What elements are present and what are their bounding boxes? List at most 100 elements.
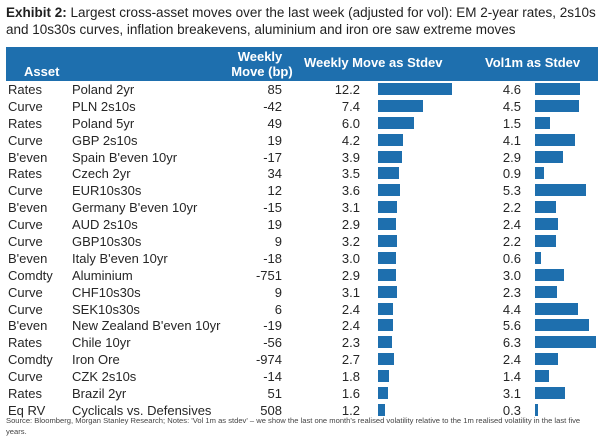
- stdev-bar: [378, 184, 400, 197]
- stdev-bar: [378, 201, 397, 214]
- table-row: Curve CZK 2s10s -14 1.8 1.4: [6, 368, 598, 385]
- asset-name-cell: Czech 2yr: [72, 166, 131, 182]
- weekly-move-cell: 12: [267, 183, 282, 199]
- header-weekly-move-stdev: Weekly Move as Stdev: [304, 55, 443, 70]
- asset-name-cell: GBP 2s10s: [72, 132, 138, 148]
- asset-type-cell: Comdty: [8, 352, 53, 368]
- vol-bar: [535, 302, 578, 315]
- vol-value-cell: 2.3: [502, 284, 521, 300]
- stdev-bar: [378, 150, 402, 163]
- table-row: Rates Czech 2yr 34 3.5 0.9: [6, 165, 598, 182]
- vol-bar: [535, 133, 575, 146]
- vol-value-cell: 5.3: [502, 183, 521, 199]
- stdev-value-cell: 2.3: [341, 335, 360, 351]
- stdev-bar: [378, 353, 395, 366]
- vol-value-cell: 2.4: [502, 217, 521, 233]
- weekly-move-cell: -56: [263, 335, 282, 351]
- table-row: Rates Poland 2yr 85 12.2 4.6: [6, 81, 598, 98]
- stdev-value-cell: 2.9: [341, 267, 360, 283]
- vol-bar: [535, 150, 564, 163]
- weekly-move-cell: -14: [263, 369, 282, 385]
- asset-type-cell: B'even: [8, 149, 48, 165]
- table-row: Comdty Iron Ore -974 2.7 2.4: [6, 351, 598, 368]
- asset-name-cell: SEK10s30s: [72, 301, 140, 317]
- vol-bar: [535, 218, 559, 231]
- table-row: B'even Germany B'even 10yr -15 3.1 2.2: [6, 199, 598, 216]
- table-row: Curve SEK10s30s 6 2.4 4.4: [6, 301, 598, 318]
- vol-bar: [535, 167, 544, 180]
- vol-bar: [535, 184, 587, 197]
- table-row: Eq RV Cyclicals vs. Defensives 508 1.2 0.3: [6, 402, 598, 419]
- stdev-value-cell: 3.5: [341, 166, 360, 182]
- asset-name-cell: Poland 2yr: [72, 82, 135, 97]
- vol-value-cell: 0.3: [502, 402, 521, 418]
- vol-value-cell: 3.1: [502, 386, 521, 402]
- weekly-move-cell: 85: [267, 82, 282, 97]
- stdev-bar: [378, 268, 396, 281]
- vol-value-cell: 4.4: [502, 301, 521, 317]
- stdev-value-cell: 1.8: [341, 369, 360, 385]
- vol-value-cell: 0.6: [502, 250, 521, 266]
- vol-value-cell: 3.0: [502, 267, 521, 283]
- table-row: Curve GBP10s30s 9 3.2 2.2: [6, 233, 598, 250]
- asset-type-cell: Curve: [8, 284, 43, 300]
- table-row: B'even New Zealand B'even 10yr -19 2.4 5.6: [6, 317, 598, 334]
- stdev-bar: [378, 387, 388, 400]
- stdev-value-cell: 1.2: [341, 402, 360, 418]
- stdev-value-cell: 3.1: [341, 284, 360, 300]
- asset-name-cell: Chile 10yr: [72, 335, 131, 351]
- asset-name-cell: CZK 2s10s: [72, 369, 137, 385]
- asset-type-cell: Comdty: [8, 267, 53, 283]
- stdev-value-cell: 2.9: [341, 217, 360, 233]
- stdev-bar: [378, 99, 423, 112]
- stdev-value-cell: 2.4: [341, 301, 360, 317]
- title-text: Largest cross-asset moves over the last …: [6, 5, 596, 37]
- vol-bar: [535, 353, 559, 366]
- stdev-value-cell: 2.4: [341, 318, 360, 334]
- vol-value-cell: 1.5: [502, 115, 521, 131]
- asset-type-cell: Curve: [8, 183, 43, 199]
- source-note: Source: Bloomberg, Morgan Stanley Resear…: [6, 416, 581, 436]
- table-row: Curve EUR10s30s 12 3.6 5.3: [6, 182, 598, 199]
- table-row: Curve GBP 2s10s 19 4.2 4.1: [6, 132, 598, 149]
- asset-name-cell: CHF10s30s: [72, 284, 141, 300]
- asset-name-cell: Germany B'even 10yr: [72, 200, 198, 216]
- weekly-move-cell: 51: [267, 386, 282, 402]
- stdev-bar: [378, 251, 397, 264]
- vol-bar: [535, 285, 558, 298]
- weekly-move-cell: -18: [263, 250, 282, 266]
- weekly-move-cell: -19: [263, 318, 282, 334]
- table-row: Curve CHF10s30s 9 3.1 2.3: [6, 284, 598, 301]
- stdev-value-cell: 3.1: [341, 200, 360, 216]
- vol-value-cell: 4.5: [502, 98, 521, 114]
- weekly-move-cell: 9: [274, 284, 282, 300]
- asset-type-cell: Curve: [8, 369, 43, 385]
- asset-type-cell: Curve: [8, 132, 43, 148]
- asset-name-cell: EUR10s30s: [72, 183, 142, 199]
- vol-value-cell: 5.6: [502, 318, 521, 334]
- exhibit-label: Exhibit 2:: [6, 5, 67, 20]
- stdev-bar: [378, 403, 386, 416]
- asset-name-cell: Spain B'even 10yr: [72, 149, 178, 165]
- table-row: B'even Italy B'even 10yr -18 3.0 0.6: [6, 250, 598, 267]
- asset-type-cell: Curve: [8, 98, 43, 114]
- stdev-value-cell: 12.2: [334, 82, 360, 97]
- stdev-bar: [378, 285, 397, 298]
- weekly-move-cell: -17: [263, 149, 282, 165]
- stdev-bar: [378, 336, 392, 349]
- chart-title: Exhibit 2: Largest cross-asset moves ove…: [6, 4, 596, 38]
- table-row: Rates Brazil 2yr 51 1.6 3.1: [6, 385, 598, 402]
- vol-bar: [535, 268, 565, 281]
- weekly-move-cell: 508: [260, 402, 282, 418]
- stdev-bar: [378, 218, 396, 231]
- weekly-move-cell: 19: [267, 217, 282, 233]
- asset-name-cell: New Zealand B'even 10yr: [72, 318, 221, 334]
- asset-type-cell: B'even: [8, 318, 48, 334]
- asset-name-cell: Cyclicals vs. Defensives: [72, 402, 212, 418]
- table-row: Rates Poland 5yr 49 6.0 1.5: [6, 115, 598, 132]
- stdev-bar: [378, 302, 393, 315]
- asset-name-cell: AUD 2s10s: [72, 217, 138, 233]
- vol-bar: [535, 83, 580, 95]
- stdev-value-cell: 3.0: [341, 250, 360, 266]
- stdev-value-cell: 3.2: [341, 234, 360, 250]
